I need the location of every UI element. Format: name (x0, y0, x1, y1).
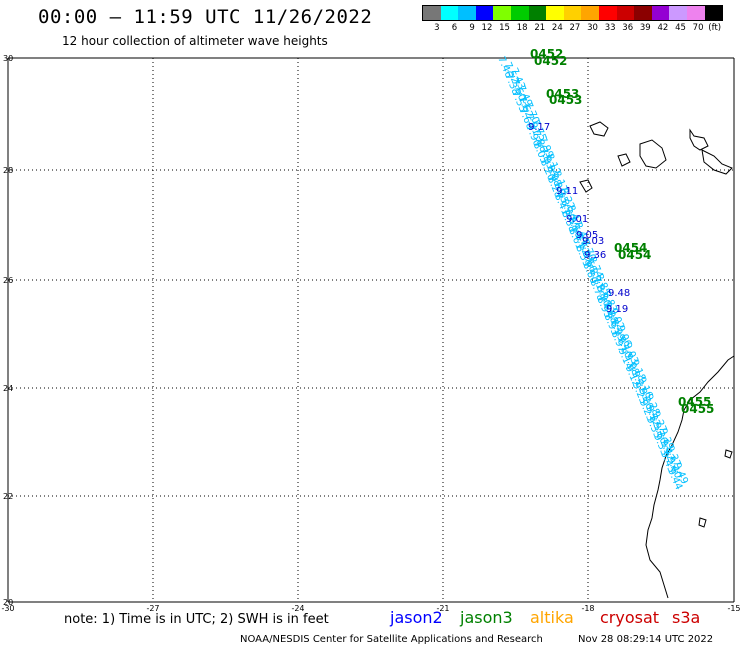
islet-1 (698, 517, 707, 528)
axis-tick-labels: -30 -27 -24 -21 -18 -15 30 28 26 24 22 20 (1, 54, 740, 613)
legend-swatch (669, 6, 687, 20)
legend-label: 18 (516, 23, 528, 33)
island-lanzarote (689, 128, 709, 151)
coastline-africa (645, 355, 735, 599)
wave-height-label: 9.19 (606, 304, 628, 315)
legend-label: 30 (587, 23, 598, 33)
legend-swatches (422, 5, 724, 21)
pass-label: 0452 (534, 54, 567, 68)
y-tick-label: 24 (3, 384, 13, 393)
wave-height-label: 9.48 (608, 288, 630, 299)
legend-swatch (598, 6, 617, 20)
wave-height-label: 9.17 (528, 122, 550, 133)
island-gran-canaria (639, 139, 667, 169)
wave-height-label: 9.03 (582, 236, 604, 247)
legend-swatch (616, 6, 635, 20)
y-tick-label: 22 (3, 492, 13, 501)
legend-label: 36 (622, 23, 634, 33)
legend-label: 27 (569, 23, 581, 33)
legend-swatch (458, 6, 476, 20)
pass-label: 0453 (546, 87, 579, 101)
satellite-name: jason3 (460, 608, 513, 627)
legend-label: (ft) (708, 23, 722, 33)
legend-label: 39 (639, 23, 651, 33)
legend-swatch (563, 6, 582, 20)
page-subtitle: 12 hour collection of altimeter wave hei… (62, 34, 328, 48)
altimeter-track: 7.467.527.437.387.607.497.557.627.707.66… (495, 55, 689, 492)
x-tick-label: -18 (581, 604, 594, 613)
x-tick-label: -21 (436, 604, 449, 613)
x-tick-label: -24 (291, 604, 304, 613)
legend-swatch (440, 6, 459, 20)
footer-credit: NOAA/NESDIS Center for Satellite Applica… (240, 634, 543, 645)
pass-label: 0455 (681, 402, 714, 416)
island-tenerife (589, 121, 609, 137)
legend-swatch (651, 6, 670, 20)
legend-label: 24 (551, 23, 563, 33)
satellite-name: jason2 (390, 608, 443, 627)
legend-label: 42 (657, 23, 669, 33)
y-tick-label: 28 (3, 166, 13, 175)
wave-height-label: 9.05 (576, 230, 598, 241)
coastlines (579, 121, 735, 599)
legend-swatch (634, 6, 652, 20)
pass-label: 0454 (618, 248, 651, 262)
legend-swatch (546, 6, 564, 20)
legend-label: 15 (499, 23, 510, 33)
legend-swatch (704, 6, 723, 20)
pass-label: 0453 (549, 93, 582, 107)
x-tick-label: -30 (1, 604, 14, 613)
pass-label: 0455 (678, 395, 711, 409)
legend-label: 45 (675, 23, 686, 33)
wave-height-label: 9.01 (566, 214, 588, 225)
legend-swatch (528, 6, 547, 20)
satellite-name: altika (530, 608, 574, 627)
legend-labels: 3 6 9 12 15 18 21 24 27 30 33 36 39 42 45 70 (ft) (422, 23, 723, 33)
island-palma (579, 179, 593, 193)
legend-label: 9 (469, 23, 475, 33)
grid-lines (7, 57, 735, 603)
y-tick-label: 20 (3, 598, 13, 607)
pass-label: 0454 (614, 241, 647, 255)
color-legend: 3 6 9 12 15 18 21 24 27 30 33 36 39 42 45 70 (ft) (422, 5, 724, 33)
x-tick-label: -27 (146, 604, 159, 613)
footer-note: note: 1) Time is in UTC; 2) SWH is in fe… (64, 612, 329, 627)
legend-swatch (510, 6, 529, 20)
wave-height-label: 9.36 (584, 250, 606, 261)
footer-timestamp: Nov 28 08:29:14 UTC 2022 (578, 634, 714, 645)
legend-swatch (423, 6, 441, 20)
legend-label: 70 (692, 23, 704, 33)
legend-label: 33 (604, 23, 616, 33)
legend-swatch (581, 6, 599, 20)
legend-swatch (686, 6, 705, 20)
legend-label: 21 (534, 23, 546, 33)
x-tick-label: -15 (727, 604, 740, 613)
pass-label: 0452 (530, 47, 563, 61)
legend-swatch (493, 6, 511, 20)
satellite-name: cryosat (600, 608, 660, 627)
y-tick-label: 30 (3, 54, 13, 63)
wave-height-label: 9.11 (556, 186, 578, 197)
satellite-name: s3a (672, 608, 701, 627)
legend-label: 12 (481, 23, 493, 33)
y-tick-label: 26 (3, 276, 13, 285)
islet-2 (724, 449, 733, 459)
page-title: 00:00 – 11:59 UTC 11/26/2022 (38, 6, 373, 28)
legend-label: 3 (434, 23, 440, 33)
legend-swatch (475, 6, 494, 20)
island-fuerteventura (701, 149, 733, 175)
island-lagomera (617, 153, 631, 167)
legend-label: 6 (451, 23, 458, 33)
